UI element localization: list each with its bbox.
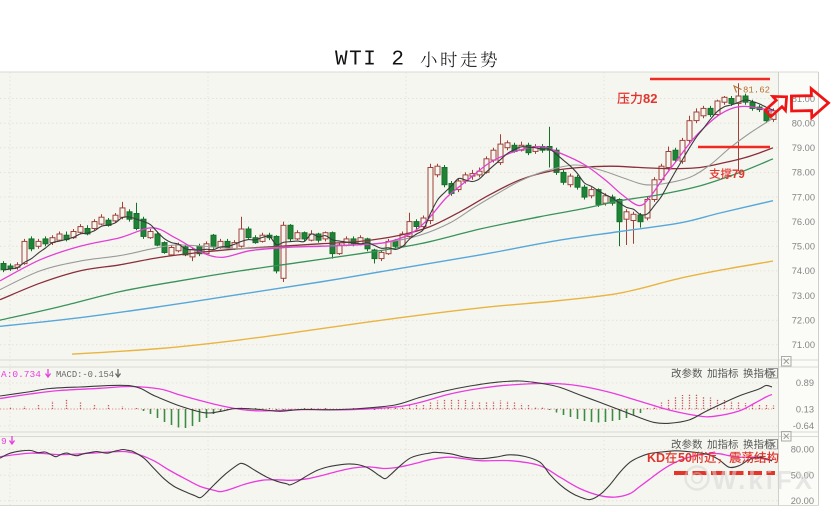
svg-text:MACD:-0.154: MACD:-0.154	[56, 370, 114, 380]
svg-text:9: 9	[1, 436, 7, 447]
svg-text:82: 82	[643, 91, 657, 106]
svg-text:72.00: 72.00	[792, 316, 815, 326]
svg-text:A:0.734: A:0.734	[1, 369, 41, 380]
svg-text:73.00: 73.00	[792, 291, 815, 301]
svg-text:20.00: 20.00	[791, 496, 814, 506]
svg-text:76.00: 76.00	[792, 217, 815, 227]
svg-text:50.00: 50.00	[791, 470, 814, 480]
svg-text:W.kiFX: W.kiFX	[712, 465, 815, 495]
svg-text:79: 79	[732, 169, 745, 181]
svg-text:-0.64: -0.64	[793, 421, 814, 431]
svg-text:50: 50	[678, 451, 692, 465]
svg-text:79.00: 79.00	[792, 143, 815, 153]
svg-text:WTI 2: WTI 2	[335, 49, 406, 72]
svg-text:81.00: 81.00	[792, 94, 815, 104]
svg-text:78.00: 78.00	[792, 168, 815, 178]
svg-text:KD: KD	[647, 451, 665, 465]
svg-text:74.00: 74.00	[792, 266, 815, 276]
svg-text:71.00: 71.00	[792, 340, 815, 350]
svg-text:80.00: 80.00	[792, 118, 815, 128]
svg-text:0.89: 0.89	[796, 378, 814, 388]
svg-text:80.00: 80.00	[791, 445, 814, 455]
svg-text:81.62: 81.62	[743, 86, 770, 96]
svg-text:0.13: 0.13	[796, 405, 814, 415]
svg-text:77.00: 77.00	[792, 192, 815, 202]
svg-text:75.00: 75.00	[792, 242, 815, 252]
